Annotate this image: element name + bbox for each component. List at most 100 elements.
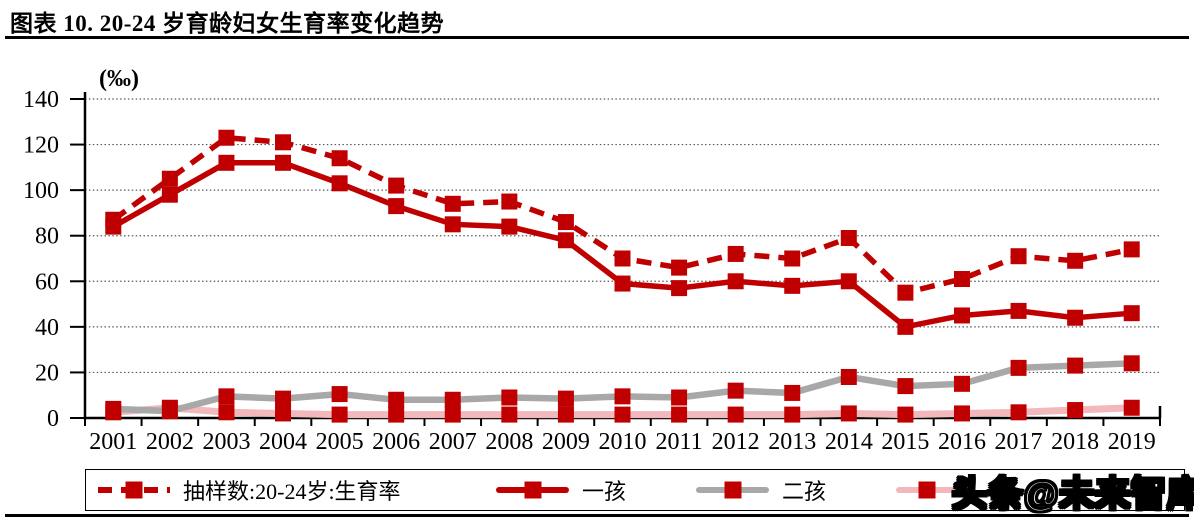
data-point-marker (953, 307, 970, 324)
x-tick-label: 2018 (1051, 429, 1099, 455)
data-point-marker (218, 404, 235, 421)
data-point-marker (953, 271, 970, 288)
data-point-marker (671, 280, 688, 297)
data-point-marker (331, 150, 348, 167)
data-point-marker (557, 406, 574, 423)
legend-swatch-dashed-red (98, 478, 170, 502)
data-point-marker (784, 384, 801, 401)
x-tick-label: 2003 (202, 429, 250, 455)
data-point-marker (1067, 402, 1084, 419)
data-point-marker (840, 229, 857, 246)
data-point-marker (897, 406, 914, 423)
data-point-marker (1123, 305, 1140, 322)
data-point-marker (897, 318, 914, 335)
data-point-marker (161, 170, 178, 187)
data-point-marker (784, 277, 801, 294)
data-point-marker (444, 406, 461, 423)
page-title: 图表 10. 20-24 岁育龄妇女生育率变化趋势 (10, 11, 445, 36)
data-point-marker (501, 218, 518, 235)
data-point-marker (1067, 309, 1084, 326)
data-point-marker (953, 375, 970, 392)
data-point-marker (218, 388, 235, 405)
y-tick-label: 60 (35, 269, 59, 295)
data-point-marker (1123, 399, 1140, 416)
data-point-marker (557, 232, 574, 249)
y-tick-label: 140 (23, 87, 59, 113)
legend-label-sampling-rate: 抽样数:20-24岁:生育率 (183, 479, 401, 504)
data-point-marker (1067, 252, 1084, 269)
data-point-marker (444, 216, 461, 233)
data-point-marker (161, 186, 178, 203)
data-point-marker (727, 245, 744, 262)
legend-item-first-child: 一孩 (496, 470, 626, 510)
data-point-marker (331, 175, 348, 192)
legend-item-sampling-rate: 抽样数:20-24岁:生育率 (98, 470, 401, 510)
data-point-marker (1010, 302, 1027, 319)
x-tick-label: 2009 (542, 429, 590, 455)
data-point-marker (840, 273, 857, 290)
data-point-marker (671, 406, 688, 423)
x-tick-label: 2004 (259, 429, 307, 455)
data-point-marker (671, 259, 688, 276)
data-point-marker (1010, 359, 1027, 376)
x-tick-label: 2001 (89, 429, 137, 455)
legend-item-second-child: 二孩 (696, 470, 826, 510)
x-tick-label: 2010 (599, 429, 647, 455)
data-point-marker (727, 406, 744, 423)
data-point-marker (105, 400, 122, 417)
data-point-marker (444, 391, 461, 408)
chart-area: 0 20 40 60 80 100 120 140 2001 2002 2003 2004 2005 20… (0, 50, 1194, 460)
data-point-marker (953, 405, 970, 422)
data-point-marker (840, 405, 857, 422)
legend-label-first-child: 一孩 (582, 479, 627, 504)
data-point-marker (1123, 355, 1140, 372)
data-point-marker (444, 195, 461, 212)
data-point-marker (331, 406, 348, 423)
data-point-marker (218, 154, 235, 171)
data-point-marker (614, 275, 631, 292)
data-point-marker (897, 284, 914, 301)
x-tick-label: 2008 (485, 429, 533, 455)
data-point-marker (614, 388, 631, 405)
data-point-marker (388, 177, 405, 194)
data-point-marker (275, 390, 292, 407)
y-tick-label: 20 (35, 360, 59, 386)
x-tick-label: 2012 (712, 429, 760, 455)
legend-item-obscured (896, 470, 971, 510)
legend-swatch-solid-red (496, 478, 569, 502)
data-point-marker (557, 214, 574, 231)
x-tick-label: 2016 (938, 429, 986, 455)
data-point-marker (840, 368, 857, 385)
legend-swatch-solid-gray (696, 478, 769, 502)
data-point-marker (1010, 404, 1027, 421)
x-tick-label: 2007 (429, 429, 477, 455)
data-point-marker (784, 406, 801, 423)
data-point-marker (388, 198, 405, 215)
data-point-marker (784, 250, 801, 267)
watermark-text: 头条@未来智库 (951, 474, 1194, 515)
legend-square-marker-icon (524, 481, 541, 499)
legend-swatch-solid-pink (896, 478, 958, 502)
y-tick-label: 40 (35, 315, 59, 341)
y-tick-label: 0 (47, 406, 59, 432)
x-tick-label: 2015 (881, 429, 929, 455)
series-line (111, 160, 1132, 330)
legend-square-marker-icon (918, 481, 936, 499)
data-point-marker (614, 250, 631, 267)
data-point-marker (1010, 248, 1027, 265)
legend-square-marker-icon (125, 481, 143, 499)
data-point-marker (1067, 357, 1084, 374)
data-point-marker (501, 193, 518, 210)
data-point-marker (614, 406, 631, 423)
data-point-marker (161, 403, 178, 420)
data-point-marker (557, 390, 574, 407)
data-point-marker (218, 129, 235, 146)
x-tick-label: 2011 (656, 429, 703, 455)
fertility-line-chart: 0 20 40 60 80 100 120 140 2001 2002 2003 2004 2005 20… (23, 66, 1162, 455)
data-point-marker (275, 405, 292, 422)
data-point-marker (1123, 241, 1140, 258)
data-point-marker (275, 154, 292, 171)
data-point-marker (388, 406, 405, 423)
data-point-marker (275, 134, 292, 151)
data-point-marker (331, 386, 348, 403)
